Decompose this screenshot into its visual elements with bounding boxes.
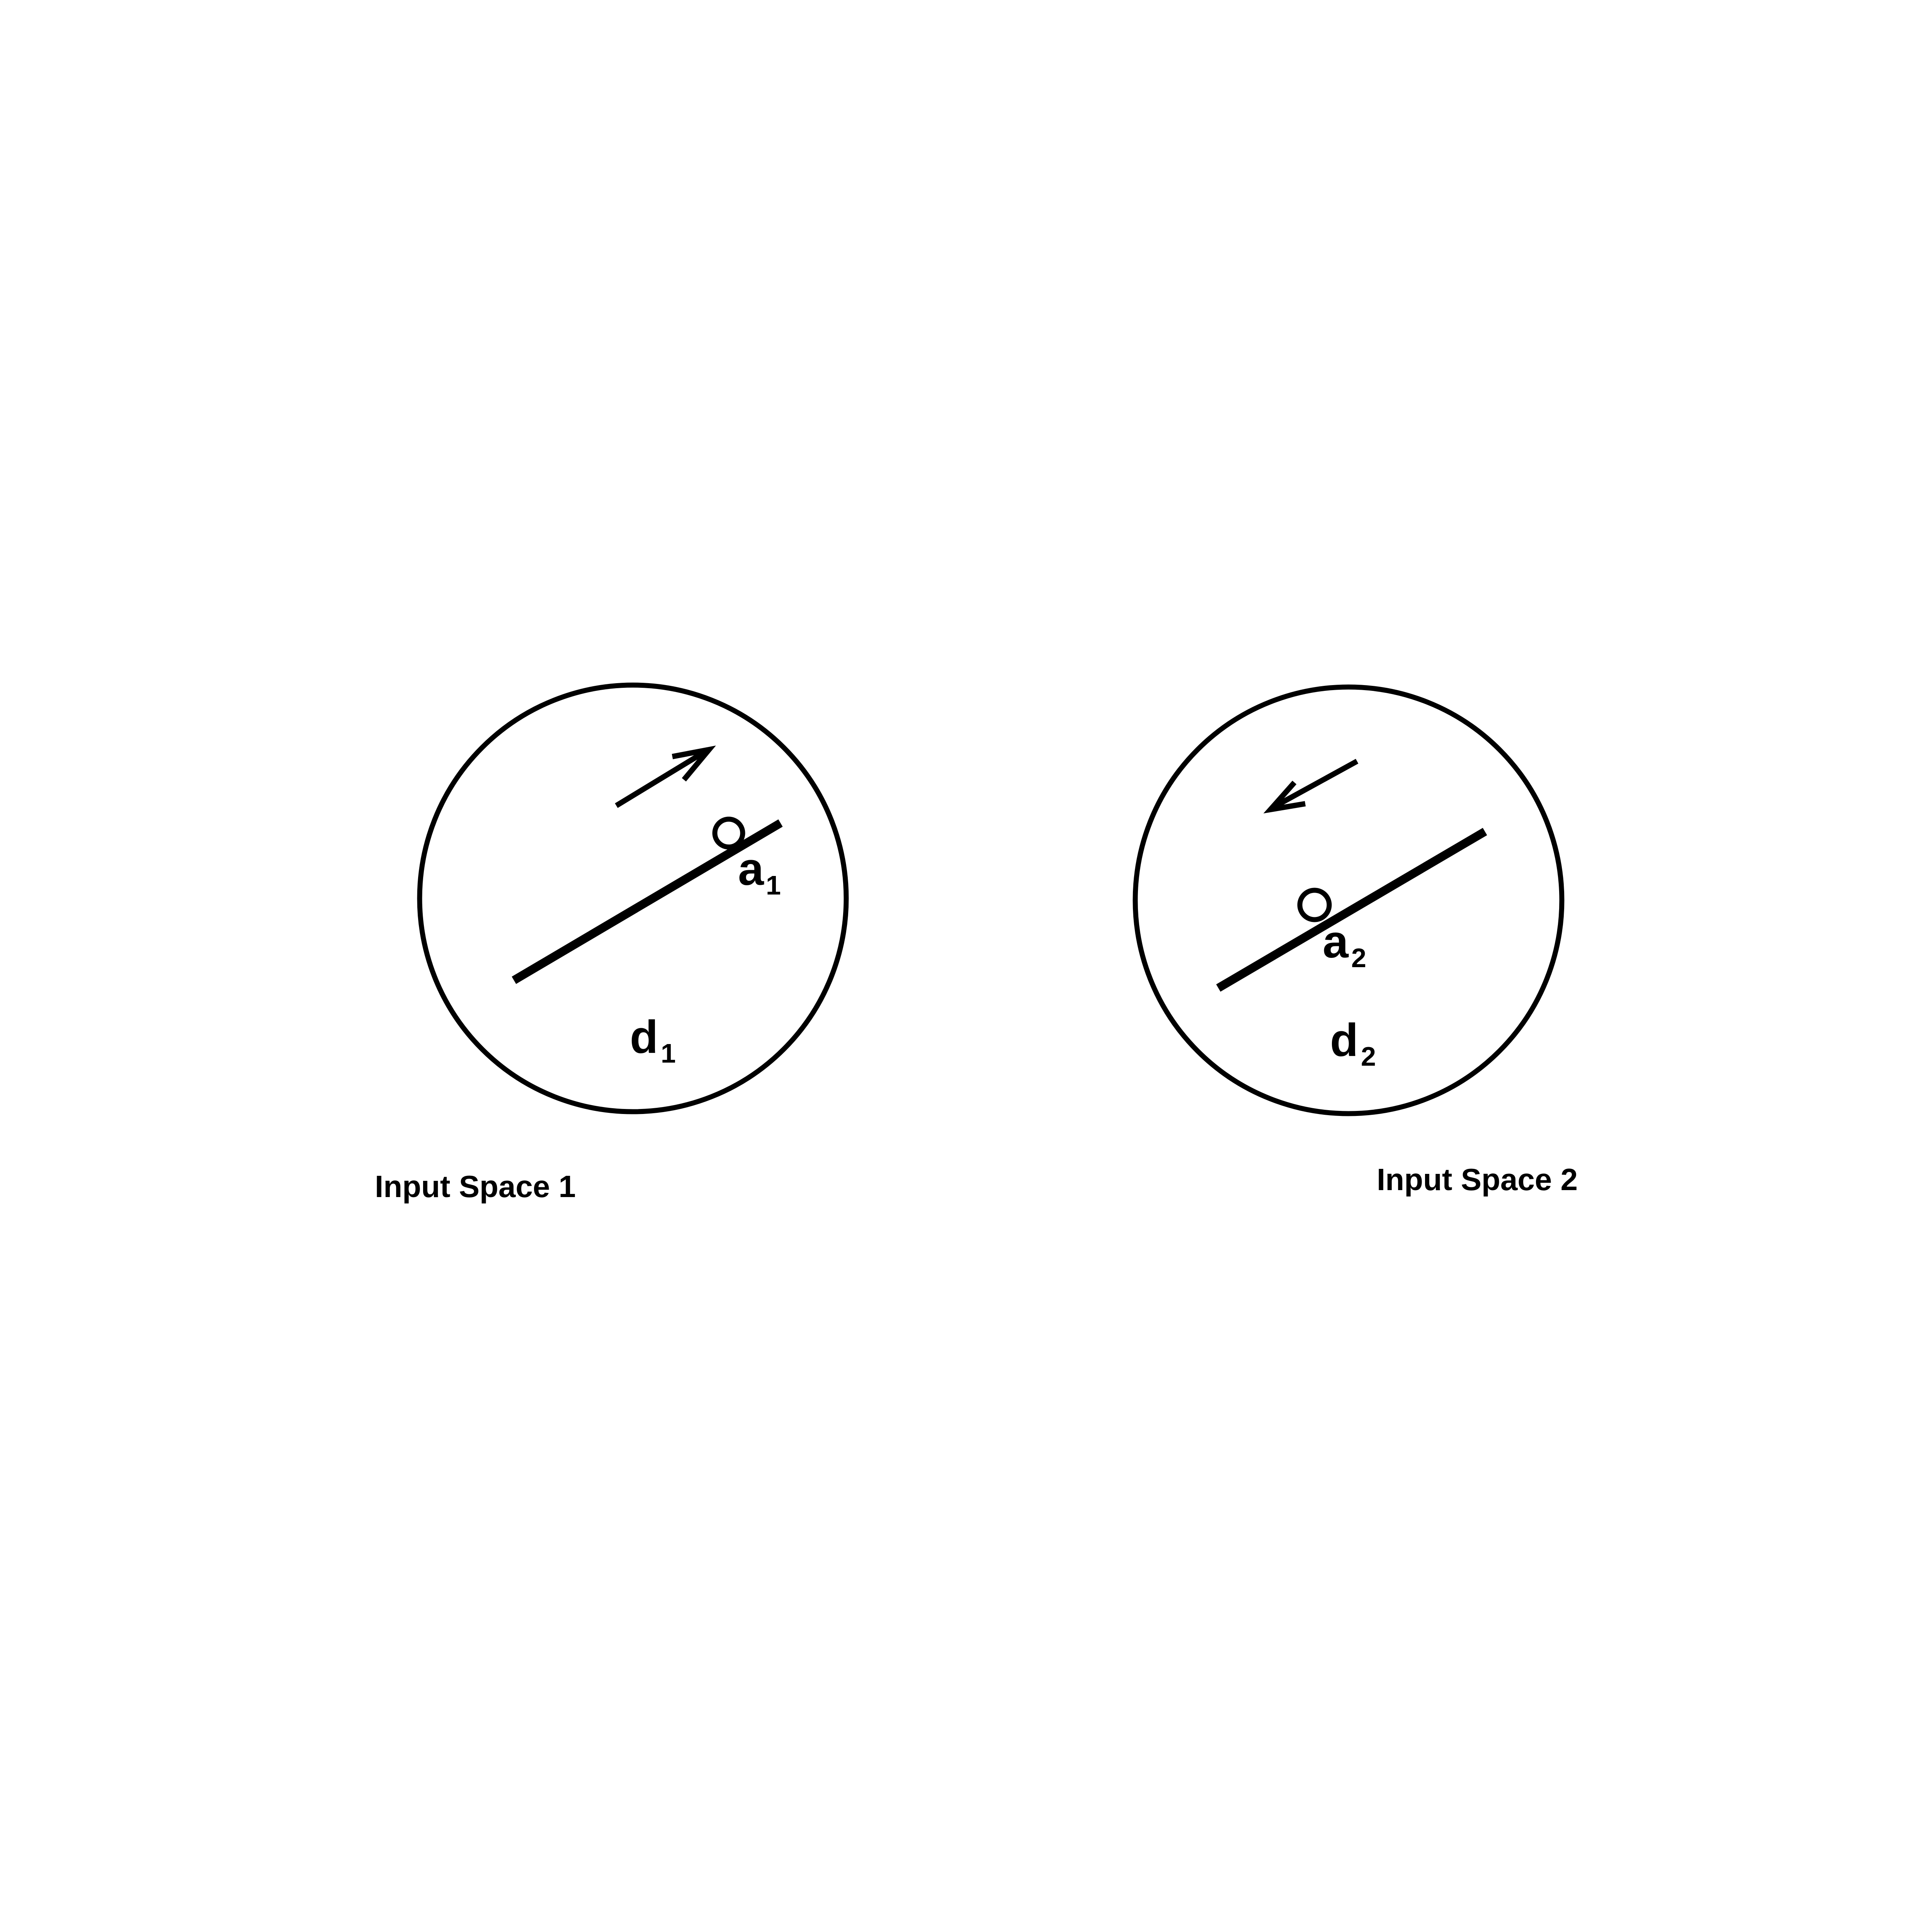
input-space-2-domain-subscript: 2 [1361, 1041, 1376, 1071]
input-space-1-line [512, 819, 783, 984]
input-space-2-point [1297, 888, 1332, 922]
input-space-2-point-label: a [1323, 916, 1349, 968]
input-space-1-point-label: a [738, 843, 764, 895]
input-space-2: a 2 d 2 Input Space 2 [1133, 684, 1578, 1197]
input-space-1: a 1 d 1 Input Space 1 [375, 682, 849, 1204]
input-space-2-direction-arrow [1263, 759, 1359, 814]
input-space-1-point-subscript: 1 [766, 870, 781, 900]
input-space-2-domain-label: d [1330, 1014, 1358, 1066]
input-space-2-point-subscript: 2 [1351, 943, 1366, 973]
input-space-1-domain-label: d [630, 1011, 658, 1063]
input-space-1-direction-arrow [615, 745, 716, 808]
input-space-1-point [712, 816, 745, 850]
input-space-1-caption: Input Space 1 [375, 1169, 576, 1204]
input-space-2-caption: Input Space 2 [1377, 1162, 1578, 1197]
input-space-1-domain-subscript: 1 [661, 1038, 676, 1068]
input-space-2-line [1216, 828, 1487, 992]
input-space-2-circle [1133, 684, 1565, 1116]
input-space-1-circle [417, 682, 849, 1114]
